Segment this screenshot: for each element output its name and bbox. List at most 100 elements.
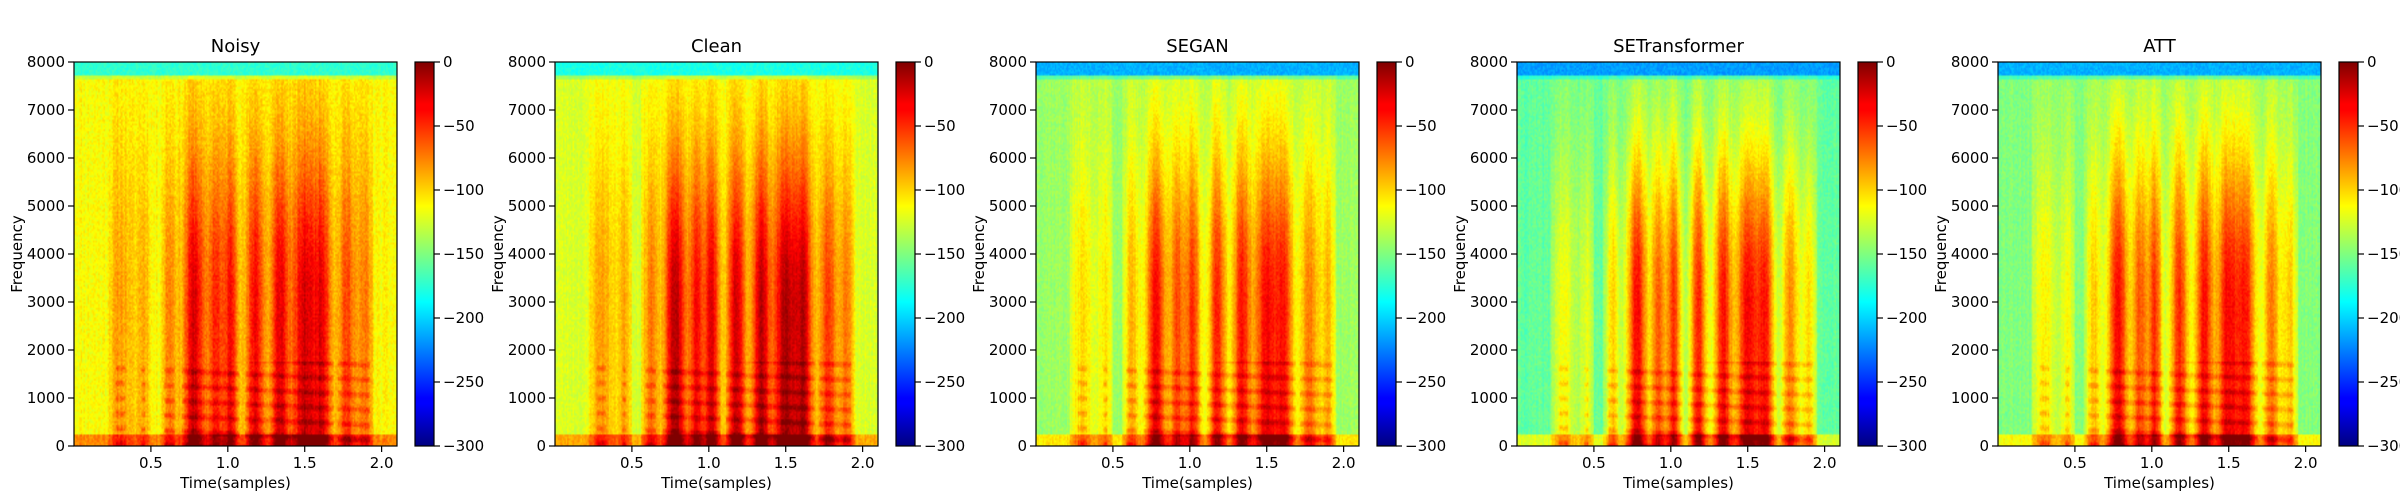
x-tick-label: 0.5 (1582, 454, 1606, 472)
x-tick-label: 0.5 (620, 454, 644, 472)
colorbar-tick-label: −250 (2367, 373, 2400, 391)
y-tick-label: 2000 (1470, 341, 1508, 359)
colorbar-tick-label: −200 (1886, 309, 1927, 327)
y-tick-label: 5000 (27, 197, 65, 215)
panel-title: SEGAN (1166, 36, 1229, 57)
y-tick-label: 6000 (508, 149, 546, 167)
y-tick-label: 0 (1979, 437, 1989, 455)
y-tick-label: 3000 (27, 293, 65, 311)
colorbar-ticks: 0 −50 −100 −150 −200 −250 −300 (434, 53, 484, 455)
y-tick-label: 7000 (989, 101, 1027, 119)
y-tick-label: 6000 (27, 149, 65, 167)
x-axis-label: Time(samples) (660, 474, 772, 492)
x-tick-label: 1.0 (2140, 454, 2164, 472)
colorbar-ticks: 0 −50 −100 −150 −200 −250 −300 (915, 53, 965, 455)
spectrogram-panel: Noisy 0.5 1.0 1.5 2.0 0 1000 2000 3000 4000 5000 60… (8, 36, 484, 492)
colorbar-tick-label: −150 (1405, 245, 1446, 263)
y-tick-label: 5000 (1951, 197, 1989, 215)
colorbar-tick-label: −300 (2367, 437, 2400, 455)
y-tick-label: 4000 (27, 245, 65, 263)
colorbar-tick-label: −100 (924, 181, 965, 199)
x-tick-label: 2.0 (851, 454, 875, 472)
y-tick-label: 7000 (508, 101, 546, 119)
y-axis-label: Frequency (970, 215, 988, 293)
panel-title: ATT (2143, 36, 2177, 57)
colorbar-tick-label: −150 (1886, 245, 1927, 263)
colorbar-tick-label: −50 (2367, 117, 2399, 135)
colorbar-tick-label: −250 (924, 373, 965, 391)
x-tick-label: 1.0 (216, 454, 240, 472)
x-tick-label: 1.0 (1178, 454, 1202, 472)
y-tick-label: 3000 (508, 293, 546, 311)
y-tick-label: 6000 (989, 149, 1027, 167)
y-tick-label: 8000 (508, 53, 546, 71)
x-tick-label: 1.5 (1736, 454, 1760, 472)
colorbar-tick-label: 0 (2367, 53, 2377, 71)
colorbar-tick-label: −250 (1405, 373, 1446, 391)
y-tick-label: 1000 (27, 389, 65, 407)
colorbar (896, 62, 915, 446)
x-axis-label: Time(samples) (1622, 474, 1734, 492)
colorbar-tick-label: −150 (443, 245, 484, 263)
y-axis-label: Frequency (1451, 215, 1469, 293)
colorbar-tick-label: −200 (443, 309, 484, 327)
y-tick-label: 2000 (1951, 341, 1989, 359)
x-tick-label: 1.0 (697, 454, 721, 472)
x-tick-label: 2.0 (1332, 454, 1356, 472)
colorbar-ticks: 0 −50 −100 −150 −200 −250 −300 (2358, 53, 2400, 455)
x-tick-label: 0.5 (2063, 454, 2087, 472)
y-tick-label: 4000 (989, 245, 1027, 263)
y-tick-label: 2000 (508, 341, 546, 359)
colorbar-tick-label: −200 (2367, 309, 2400, 327)
x-axis-label: Time(samples) (179, 474, 291, 492)
x-tick-label: 1.5 (774, 454, 798, 472)
x-tick-label: 1.5 (2217, 454, 2241, 472)
colorbar (2339, 62, 2358, 446)
colorbar-tick-label: −300 (443, 437, 484, 455)
colorbar-ticks: 0 −50 −100 −150 −200 −250 −300 (1396, 53, 1446, 455)
y-tick-label: 3000 (1470, 293, 1508, 311)
y-tick-label: 6000 (1470, 149, 1508, 167)
spectrogram-heatmap (555, 62, 878, 446)
y-tick-label: 7000 (1951, 101, 1989, 119)
y-tick-label: 5000 (989, 197, 1027, 215)
spectrogram-panel: SETransformer 0.5 1.0 1.5 2.0 0 1000 2000 3000 40… (1451, 36, 1927, 492)
y-tick-label: 1000 (989, 389, 1027, 407)
y-axis-label: Frequency (1932, 215, 1950, 293)
x-tick-label: 2.0 (2294, 454, 2318, 472)
x-tick-label: 1.5 (1255, 454, 1279, 472)
panel-title: SETransformer (1613, 36, 1744, 57)
y-tick-label: 6000 (1951, 149, 1989, 167)
x-tick-label: 2.0 (1813, 454, 1837, 472)
colorbar-tick-label: −200 (1405, 309, 1446, 327)
y-tick-label: 0 (55, 437, 65, 455)
colorbar (415, 62, 434, 446)
y-tick-label: 1000 (1951, 389, 1989, 407)
x-tick-label: 1.0 (1659, 454, 1683, 472)
spectrogram-heatmap (74, 62, 397, 446)
colorbar-tick-label: 0 (1405, 53, 1415, 71)
colorbar-tick-label: −100 (1886, 181, 1927, 199)
colorbar (1377, 62, 1396, 446)
y-tick-label: 7000 (1470, 101, 1508, 119)
y-tick-label: 5000 (1470, 197, 1508, 215)
y-tick-label: 7000 (27, 101, 65, 119)
colorbar-tick-label: 0 (443, 53, 453, 71)
y-tick-label: 3000 (989, 293, 1027, 311)
colorbar-tick-label: −50 (924, 117, 956, 135)
spectrogram-panel: Clean 0.5 1.0 1.5 2.0 0 1000 2000 3000 4000 5000 60… (489, 36, 965, 492)
colorbar-tick-label: −150 (2367, 245, 2400, 263)
spectrogram-heatmap (1036, 62, 1359, 446)
y-axis-label: Frequency (489, 215, 507, 293)
y-tick-label: 4000 (1470, 245, 1508, 263)
colorbar-tick-label: 0 (924, 53, 934, 71)
y-tick-label: 3000 (1951, 293, 1989, 311)
x-tick-label: 0.5 (139, 454, 163, 472)
y-tick-label: 8000 (27, 53, 65, 71)
colorbar-tick-label: −200 (924, 309, 965, 327)
y-tick-label: 8000 (1470, 53, 1508, 71)
y-axis-label: Frequency (8, 215, 26, 293)
spectrogram-heatmap (1998, 62, 2321, 446)
colorbar-tick-label: 0 (1886, 53, 1896, 71)
